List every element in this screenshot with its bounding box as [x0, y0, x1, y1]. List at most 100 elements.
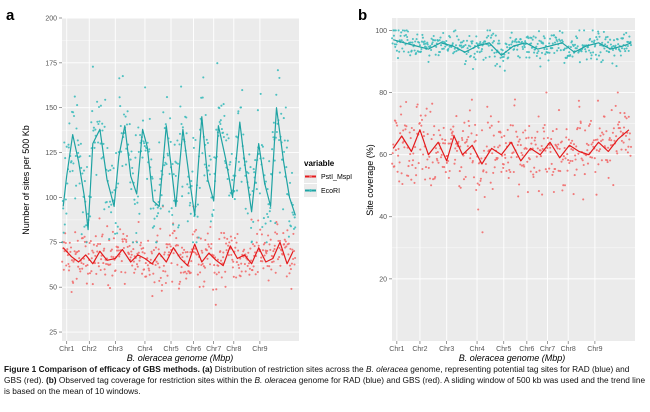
data-point: [557, 46, 560, 50]
data-point: [103, 208, 106, 211]
data-point: [189, 201, 192, 204]
data-point: [261, 260, 264, 263]
x-tick-label: Chr2: [82, 346, 97, 353]
data-point: [81, 237, 84, 240]
data-point: [403, 146, 406, 149]
data-point: [575, 47, 578, 50]
data-point: [457, 140, 460, 143]
data-point: [430, 43, 434, 46]
data-point: [459, 186, 462, 189]
data-point: [268, 160, 271, 163]
data-point: [213, 264, 216, 267]
data-point: [125, 234, 129, 238]
data-point: [482, 58, 485, 61]
data-point: [469, 54, 472, 57]
data-point: [170, 262, 173, 265]
data-point: [471, 67, 475, 71]
data-point: [283, 139, 286, 142]
data-point: [404, 33, 408, 37]
data-point: [584, 50, 587, 53]
data-point: [149, 207, 152, 210]
caption-part-b-post: genome for RAD (blue) and GBS (red). A s…: [4, 375, 646, 396]
data-point: [83, 235, 86, 238]
data-point: [206, 141, 209, 145]
data-point: [584, 48, 587, 51]
data-point: [269, 238, 272, 241]
data-point: [92, 129, 95, 132]
data-point: [619, 54, 622, 57]
data-point: [565, 128, 568, 131]
data-point: [283, 238, 286, 241]
data-point: [409, 153, 412, 156]
data-point: [502, 166, 505, 169]
data-point: [136, 265, 139, 268]
data-point: [110, 248, 113, 251]
data-point: [507, 176, 510, 180]
data-point: [122, 113, 126, 116]
data-point: [106, 225, 109, 228]
data-point: [420, 118, 424, 121]
data-point: [431, 41, 434, 44]
data-point: [209, 158, 212, 161]
data-point: [68, 241, 71, 244]
data-point: [206, 232, 209, 235]
data-point: [74, 197, 77, 200]
data-point: [453, 162, 456, 165]
data-point: [414, 166, 417, 170]
data-point: [257, 219, 260, 222]
caption-figure-title: Comparison of efficacy of GBS methods.: [38, 364, 200, 374]
data-point: [70, 259, 74, 262]
data-point: [191, 170, 194, 173]
data-point: [520, 164, 524, 167]
data-point: [233, 198, 236, 201]
data-point: [190, 184, 193, 188]
data-point: [196, 215, 199, 218]
data-point: [243, 248, 246, 251]
data-point: [437, 54, 440, 57]
data-point: [620, 47, 624, 50]
data-point: [208, 173, 211, 176]
panel-b-trend-lines: [392, 39, 632, 165]
data-point: [72, 114, 76, 118]
data-point: [535, 54, 538, 58]
data-point: [419, 50, 423, 53]
x-tick-label: Chr4: [469, 346, 484, 353]
data-point: [288, 264, 292, 267]
panel-a-points: [61, 62, 297, 306]
data-point: [234, 246, 237, 249]
data-point: [460, 136, 464, 140]
x-tick-label: Chr6: [519, 346, 534, 353]
data-point: [493, 166, 496, 169]
y-tick-label: 200: [45, 15, 57, 22]
data-point: [95, 244, 98, 247]
data-point: [419, 148, 422, 151]
data-point: [609, 144, 612, 147]
data-point: [215, 128, 218, 131]
data-point: [94, 235, 97, 238]
data-point: [628, 132, 631, 135]
data-point: [81, 267, 84, 270]
data-point: [172, 252, 175, 255]
data-point: [214, 256, 217, 259]
data-point: [150, 175, 153, 178]
data-point: [615, 135, 618, 138]
data-point: [293, 263, 296, 266]
data-point: [464, 175, 467, 178]
data-point: [135, 241, 139, 244]
data-point: [416, 33, 419, 36]
data-point: [545, 91, 548, 94]
data-point: [625, 117, 628, 120]
data-point: [446, 49, 449, 52]
data-point: [79, 155, 82, 158]
data-point: [451, 130, 454, 133]
data-point: [176, 162, 180, 165]
data-point: [88, 272, 92, 275]
data-point: [256, 109, 259, 112]
data-point: [563, 61, 566, 64]
data-point: [442, 47, 445, 50]
data-point: [628, 35, 631, 38]
data-point: [617, 43, 620, 46]
data-point: [71, 169, 74, 172]
data-point: [110, 255, 113, 258]
data-point: [144, 262, 147, 265]
